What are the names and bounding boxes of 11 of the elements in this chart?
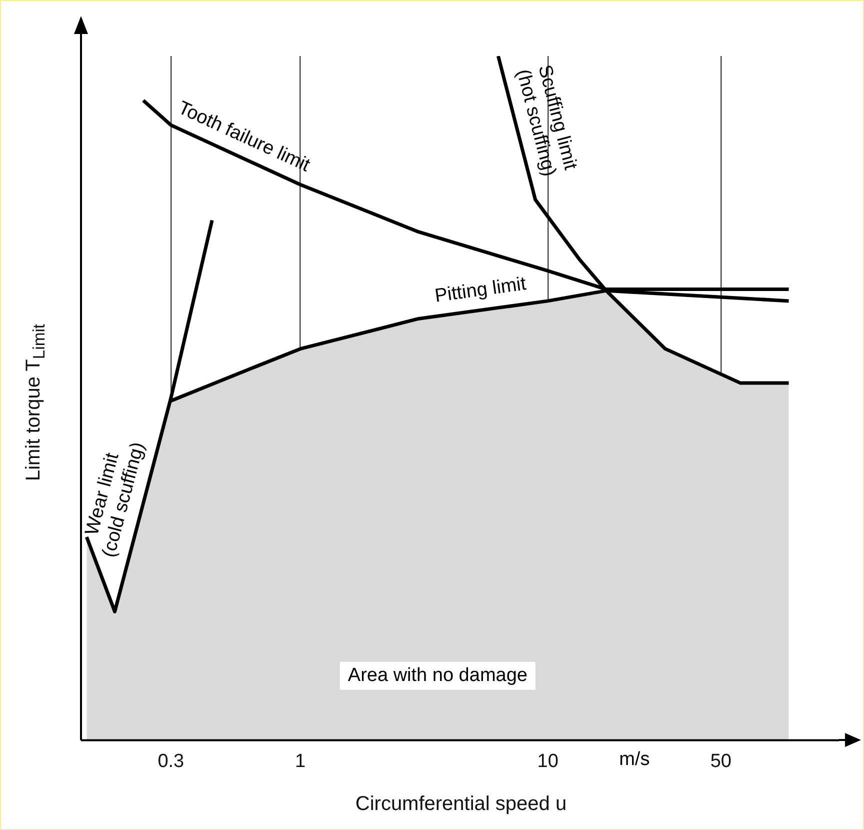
text: Pitting limit	[434, 274, 528, 307]
text: Tooth failure limit	[174, 98, 314, 177]
series-label: Area with no damage	[348, 665, 528, 686]
x-tick-label: 10	[537, 750, 558, 772]
x-axis-title: Circumferential speed u	[354, 793, 568, 816]
x-tick-label: 50	[710, 750, 732, 772]
text: m/s	[619, 748, 650, 770]
x-tick-label: 0.3	[158, 750, 184, 772]
text: Scuffing limit (hot scuffing)	[512, 62, 581, 178]
x-tick-label: 1	[295, 750, 306, 772]
text: Wear limit (cold scuffing)	[82, 440, 149, 560]
